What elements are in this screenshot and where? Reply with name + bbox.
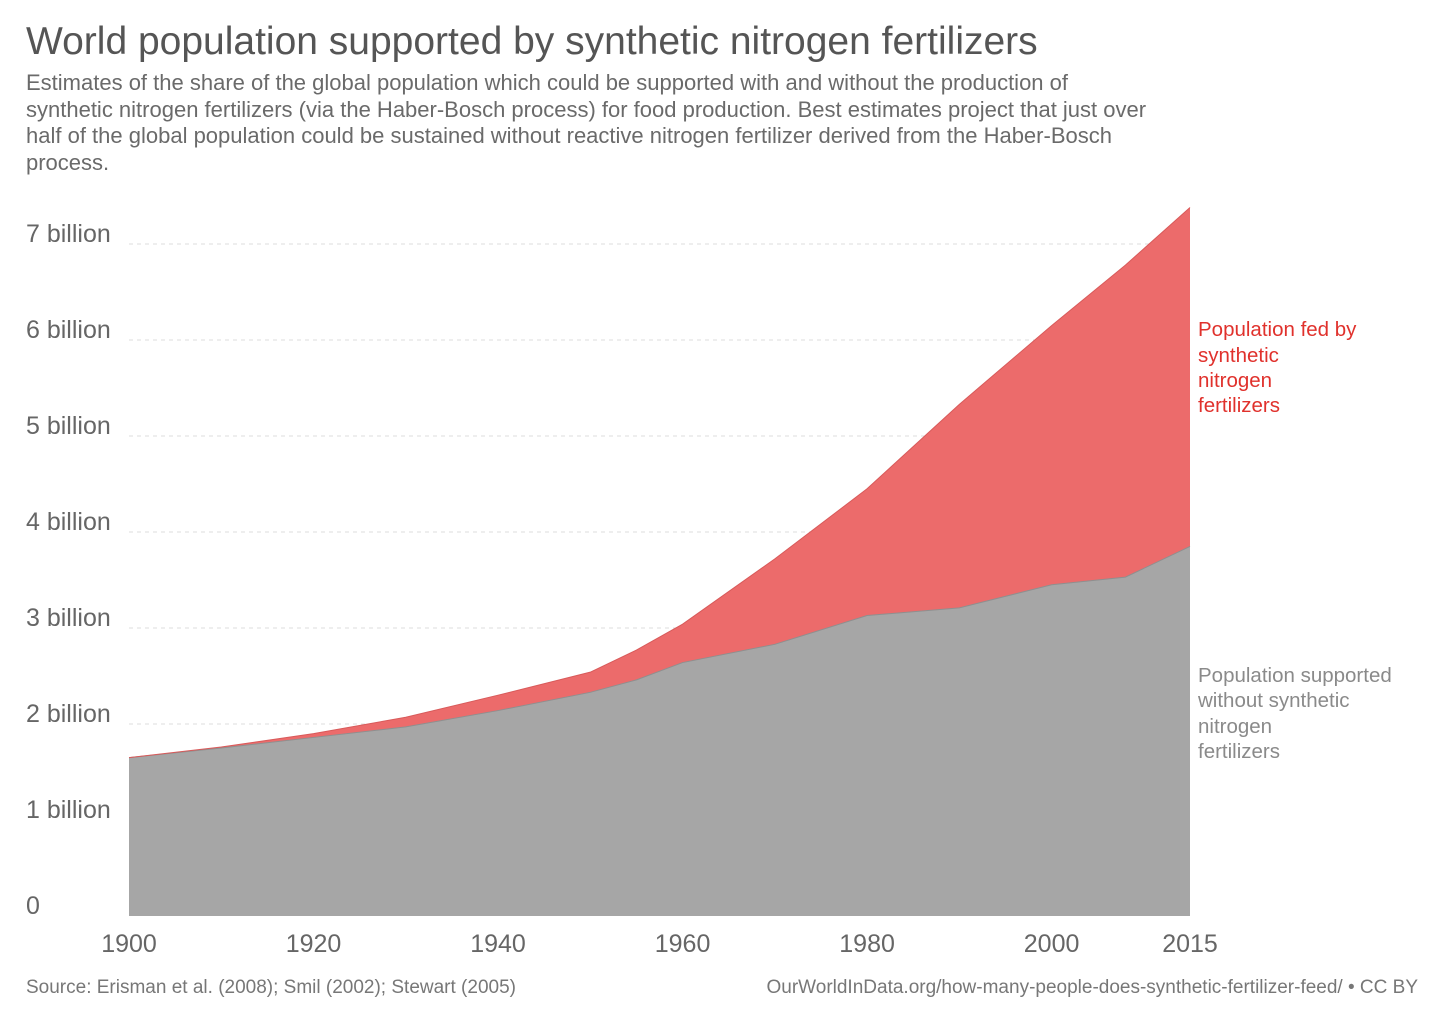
x-tick-label: 1960 <box>655 930 711 958</box>
y-tick-label: 2 billion <box>26 700 111 728</box>
series-line-synthetic <box>128 207 1191 759</box>
series-label-synthetic-fertilizers: Population fed by synthetic nitrogen fer… <box>1198 318 1357 418</box>
x-tick-label: 1980 <box>839 930 895 958</box>
source-url: OurWorldInData.org/how-many-people-does-… <box>766 977 1418 998</box>
axes: 0 1 billion 2 billion 3 billion 4 billion 5 b… <box>26 220 1218 958</box>
chart-subtitle: Estimates of the share of the global pop… <box>26 70 1306 176</box>
y-tick-label: 7 billion <box>26 220 111 248</box>
x-tick-label: 1920 <box>286 930 342 958</box>
stacked-areas <box>128 207 1191 916</box>
y-tick-label: 3 billion <box>26 604 111 632</box>
area-without-synthetic-fertilizers <box>129 546 1190 916</box>
x-tick-label: 1900 <box>101 930 157 958</box>
series-label-without-synthetic: Population supported without synthetic n… <box>1198 664 1392 763</box>
y-tick-label: 4 billion <box>26 508 111 536</box>
subtitle-line: Estimates of the share of the global pop… <box>26 70 1069 95</box>
subtitle-line: synthetic nitrogen fertilizers (via the … <box>26 96 1147 122</box>
subtitle-line: half of the global population could be s… <box>26 123 1112 148</box>
y-tick-label: 5 billion <box>26 412 111 440</box>
subtitle-line: process. <box>26 149 110 175</box>
y-tick-label: 6 billion <box>26 316 111 344</box>
y-tick-label: 0 <box>26 892 40 920</box>
x-tick-label: 2000 <box>1024 930 1080 958</box>
y-tick-label: 1 billion <box>26 796 111 824</box>
area-synthetic-fertilizers <box>129 207 1190 758</box>
chart-title: World population supported by synthetic … <box>26 20 1038 63</box>
x-tick-label: 2015 <box>1162 930 1218 958</box>
source-note: Source: Erisman et al. (2008); Smil (200… <box>26 977 516 998</box>
x-tick-label: 1940 <box>470 930 526 958</box>
series-line-without-synthetic <box>128 545 1191 759</box>
